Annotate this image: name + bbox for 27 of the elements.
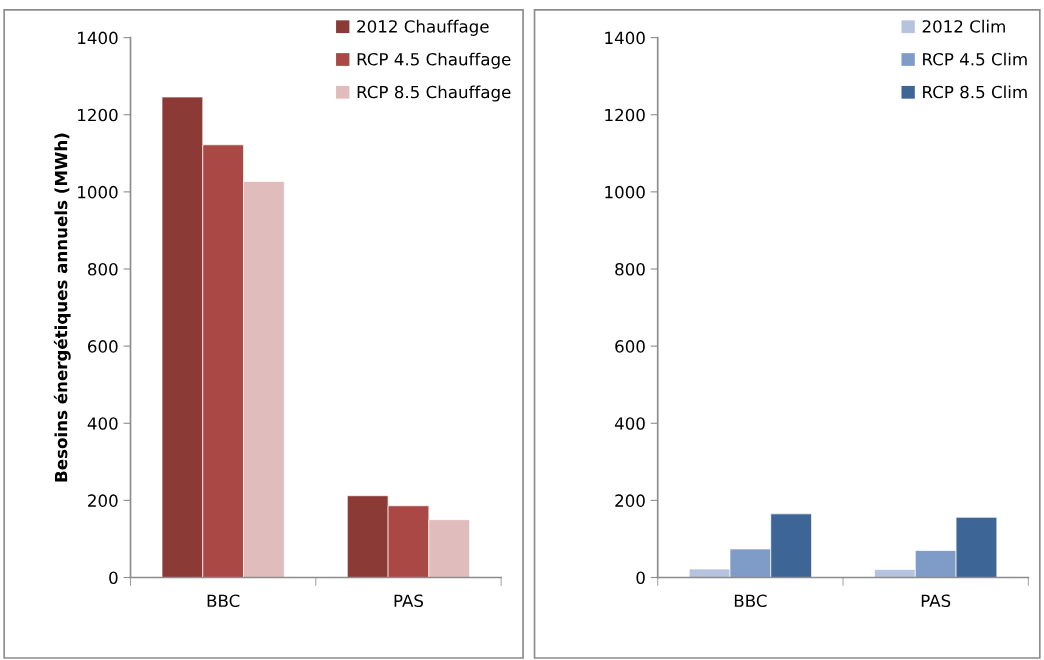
y-tick-label: 1000 [605,185,645,199]
y-tick-label: 800 [88,262,118,276]
y-tick-label: 200 [615,494,645,507]
y-tick-label: 0 [109,571,118,585]
legend-label: RCP 4.5 Chauffage [357,52,511,69]
x-tick-label: BBC [207,594,240,608]
y-tick-label: 600 [615,340,645,353]
y-axis-title: Besoins énergétiques annuels (MWh) [53,133,71,482]
legend-label: RCP 4.5 Clim [923,52,1027,66]
y-tick-label: 400 [87,417,118,430]
y-tick-label: 1200 [605,108,645,122]
legend-label: RCP 8.5 Chauffage [357,85,511,102]
x-tick-label: PAS [394,594,424,608]
y-tick-label: 200 [88,494,118,507]
legend-label: 2012 Chauffage [357,19,489,36]
y-tick-label: 0 [636,571,645,585]
y-tick-label: 400 [614,417,645,430]
x-tick-label: PAS [921,594,951,608]
y-tick-label: 1200 [78,108,118,122]
y-tick-label: 600 [88,340,118,353]
y-tick-label: 1000 [78,185,118,199]
legend-label: 2012 Clim [922,19,1005,33]
x-tick-label: BBC [734,594,767,608]
legend-label: RCP 8.5 Clim [923,85,1027,99]
y-tick-label: 1400 [605,31,645,45]
y-tick-label: 1400 [78,31,118,45]
y-tick-label: 800 [615,262,645,276]
